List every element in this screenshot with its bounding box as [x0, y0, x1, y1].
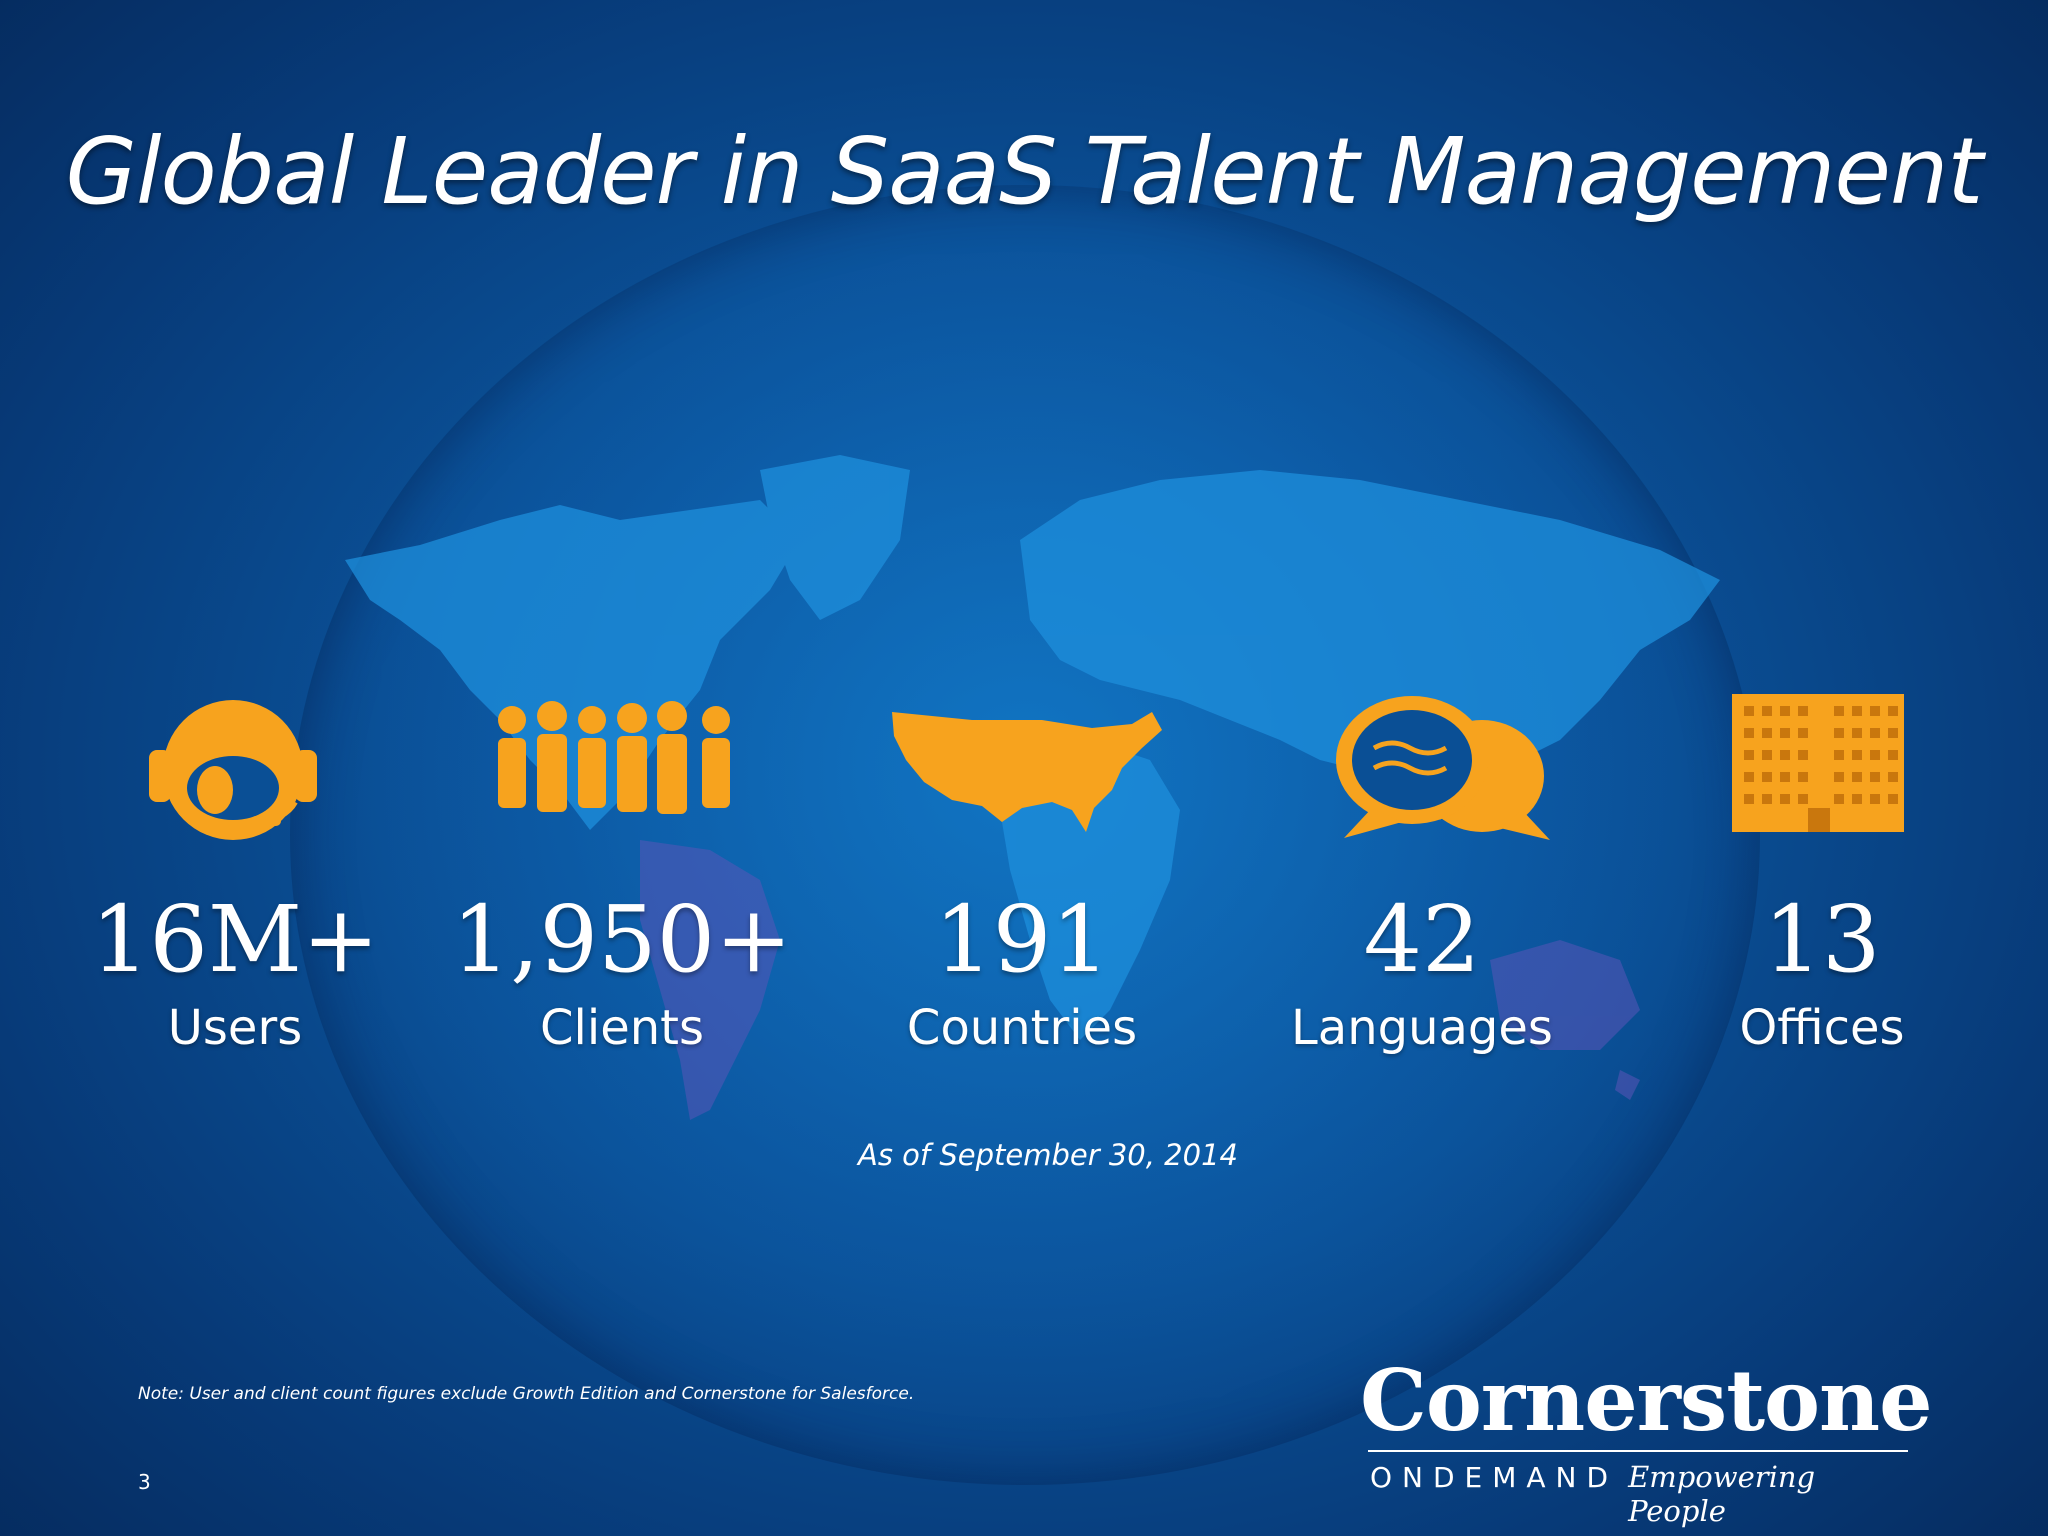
stat-languages-value: 42 [1363, 886, 1481, 993]
page-number: 3 [138, 1470, 151, 1494]
brand-name: Cornerstone [1360, 1351, 1933, 1450]
brand-divider [1368, 1450, 1908, 1452]
stat-offices-value: 13 [1763, 886, 1881, 993]
stat-countries-label: Countries [906, 1000, 1138, 1056]
office-building-icon [1732, 694, 1904, 832]
headset-user-icon [149, 700, 317, 840]
cornerstone-logo: Cornerstone ONDEMAND Empowering People [1360, 1351, 1933, 1529]
stat-countries-value: 191 [934, 886, 1110, 993]
footnote: Note: User and client count figures excl… [138, 1384, 915, 1404]
stat-languages-label: Languages [1291, 1000, 1553, 1056]
brand-ondemand: ONDEMAND [1370, 1461, 1619, 1494]
stat-users-label: Users [167, 1000, 303, 1056]
slide-title: Global Leader in SaaS Talent Management [65, 118, 1984, 225]
brand-tagline: Empowering People [1628, 1460, 1816, 1528]
stat-users-value: 16M+ [90, 886, 380, 993]
usa-map-icon [892, 712, 1162, 832]
stat-offices-label: Offices [1739, 1000, 1905, 1056]
as-of-date: As of September 30, 2014 [858, 1138, 1238, 1172]
stat-clients-label: Clients [540, 1000, 704, 1056]
stat-clients-value: 1,950+ [451, 886, 793, 993]
speech-bubbles-icon [1336, 696, 1550, 840]
people-group-icon [498, 701, 730, 814]
